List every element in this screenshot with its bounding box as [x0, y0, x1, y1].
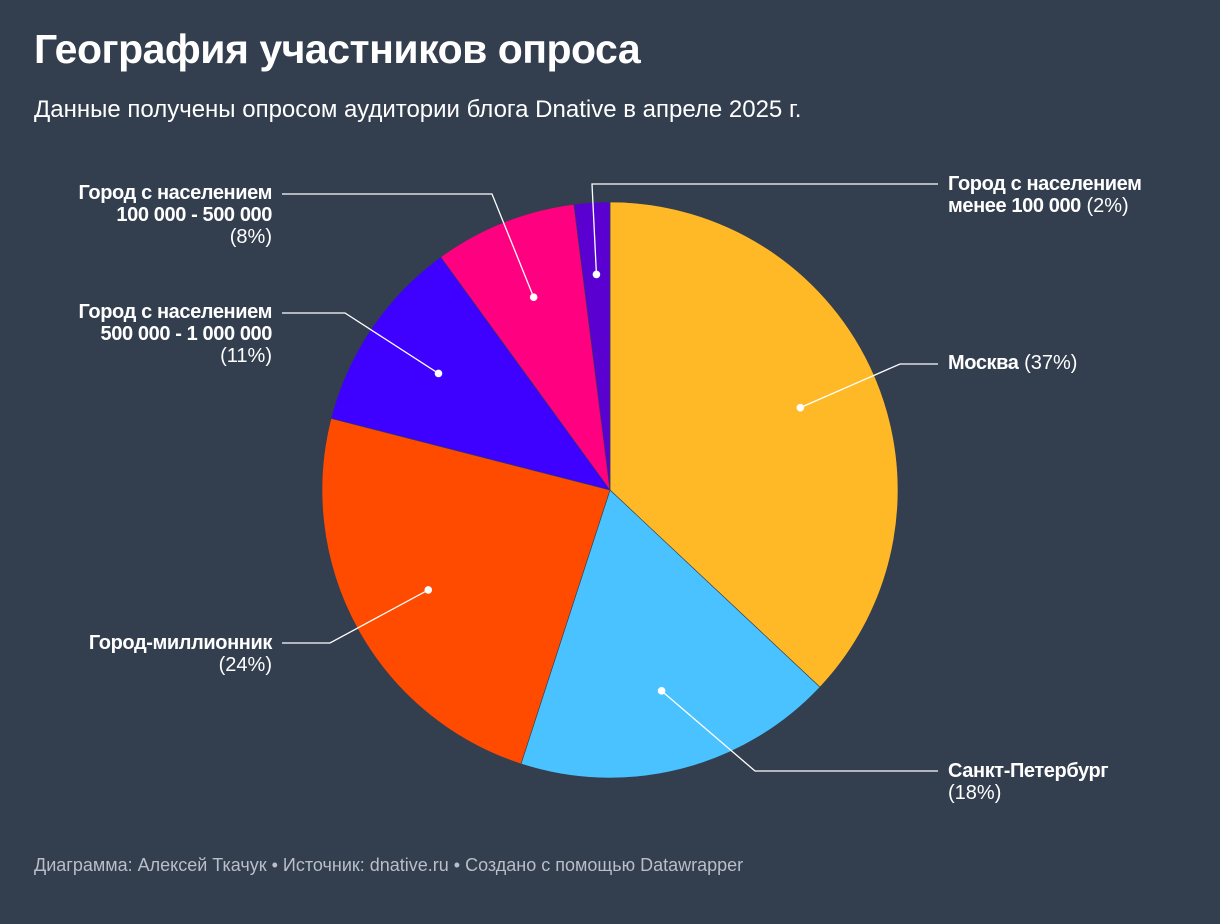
label-500k-pct: (11%): [220, 345, 272, 367]
label-million-pct: (24%): [218, 654, 272, 676]
label-100k-line1: Город с населением: [78, 182, 272, 204]
label-million: Город-миллионник (24%): [88, 632, 273, 676]
label-small-city-pct: (2%): [1086, 195, 1129, 217]
leader-million-dot: [424, 586, 433, 594]
leader-small-city: [591, 183, 938, 275]
leader-100k: [282, 193, 535, 298]
label-spb-name: Санкт-Петербург: [948, 760, 1109, 782]
leader-million: [282, 589, 429, 644]
slice-500k: [330, 256, 611, 491]
leader-500k-dot: [434, 369, 443, 378]
leader-500k: [282, 312, 439, 374]
leader-spb-dot: [657, 687, 666, 695]
label-moscow-name: Москва: [948, 352, 1019, 374]
label-moscow-pct: (37%): [1024, 352, 1078, 374]
chart-title: География участников опроса: [34, 26, 641, 72]
label-500k-line1: Город с населением: [78, 301, 272, 323]
leader-moscow-dot: [796, 403, 805, 412]
label-moscow: Москва (37%): [948, 352, 1077, 374]
label-small-city-line1: Город с населением: [948, 173, 1142, 195]
leader-moscow: [800, 363, 938, 409]
slice-spb: [520, 489, 821, 779]
label-spb-pct: (18%): [948, 782, 1002, 804]
label-100k: Город с населением 100 000 - 500 000 (8%…: [78, 182, 272, 248]
chart-footer: Диаграмма: Алексей Ткачук • Источник: dn…: [34, 855, 744, 875]
chart-subtitle: Данные получены опросом аудитории блога …: [34, 96, 802, 123]
label-million-name: Город-миллионник: [88, 632, 273, 654]
label-small-city-line2: менее 100 000: [948, 195, 1081, 217]
label-spb: Санкт-Петербург (18%): [948, 760, 1109, 804]
label-100k-line2: 100 000 - 500 000: [116, 204, 272, 226]
leader-100k-dot: [529, 293, 538, 302]
label-500k-line2: 500 000 - 1 000 000: [100, 323, 273, 345]
leader-spb: [661, 690, 938, 772]
label-small-city: Город с населением менее 100 000 (2%): [948, 173, 1142, 217]
label-100k-pct: (8%): [229, 226, 272, 248]
label-500k: Город с населением 500 000 - 1 000 000 (…: [78, 301, 272, 367]
leader-small-city-dot: [592, 270, 601, 279]
slice-small-city: [573, 201, 611, 491]
